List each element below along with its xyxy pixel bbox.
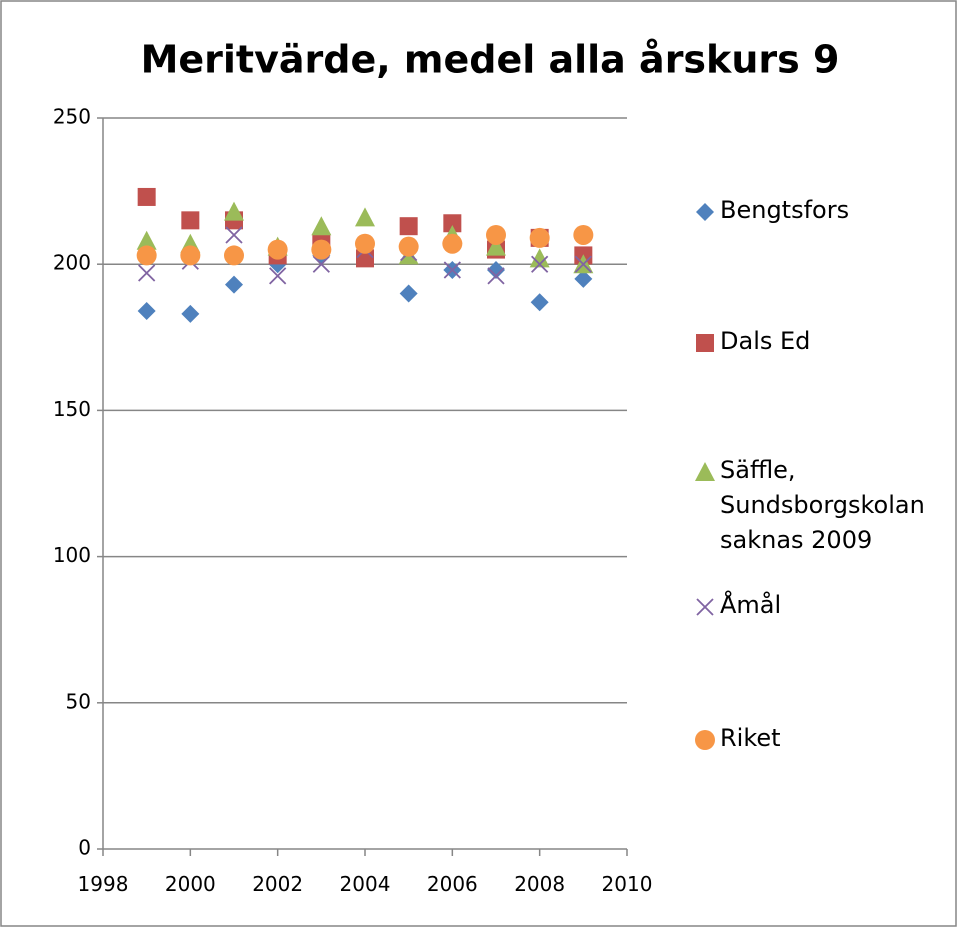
- legend-item: Säffle, Sundsborgskolan saknas 2009: [694, 453, 956, 558]
- marker: [573, 224, 594, 245]
- marker: [574, 255, 592, 273]
- marker: [181, 211, 200, 230]
- marker: [530, 293, 549, 312]
- marker: [696, 203, 714, 221]
- marker: [355, 233, 375, 254]
- marker: [136, 245, 157, 266]
- legend-label: Bengtsfors: [720, 196, 850, 224]
- y-tick-label: 0: [78, 836, 91, 860]
- y-tick-label: 50: [66, 689, 91, 713]
- legend-icon: [696, 203, 714, 221]
- legend-item: Bengtsfors: [694, 193, 956, 228]
- marker: [137, 187, 156, 206]
- marker: [398, 236, 419, 257]
- marker: [695, 730, 715, 750]
- marker: [486, 224, 506, 245]
- x-tick-label: 2004: [340, 872, 391, 896]
- marker: [443, 261, 461, 279]
- marker: [267, 239, 288, 260]
- legend-icon: [695, 462, 715, 481]
- x-tick-label: 2010: [602, 872, 653, 896]
- y-tick-label: 200: [53, 251, 91, 275]
- marker: [487, 267, 505, 285]
- marker: [529, 227, 550, 248]
- marker: [225, 275, 243, 294]
- y-tick-label: 250: [53, 105, 91, 129]
- marker: [574, 269, 593, 288]
- legend-item: Dals Ed: [694, 324, 956, 359]
- legend-icon: [696, 334, 714, 352]
- legend-label: Riket: [720, 724, 781, 752]
- marker: [443, 214, 462, 233]
- x-tick-label: 2000: [165, 872, 216, 896]
- legend-item: Åmål: [694, 588, 956, 623]
- marker: [138, 264, 156, 282]
- chart-title: Meritvärde, medel alla årskurs 9: [141, 38, 840, 82]
- legend-label: Åmål: [720, 591, 782, 619]
- marker: [224, 245, 244, 266]
- marker: [695, 462, 715, 481]
- marker: [399, 217, 418, 236]
- marker: [399, 284, 418, 303]
- x-tick-label: 1998: [78, 872, 129, 896]
- marker: [136, 230, 157, 250]
- marker: [696, 598, 714, 616]
- marker: [269, 267, 287, 285]
- legend-icon: [695, 730, 715, 750]
- x-tick-label: 2008: [514, 872, 565, 896]
- marker: [529, 248, 550, 268]
- marker: [311, 239, 332, 260]
- marker: [180, 245, 201, 266]
- legend-label: Säffle, Sundsborgskolan saknas 2009: [720, 456, 925, 554]
- marker: [487, 261, 505, 280]
- marker: [442, 233, 463, 254]
- x-tick-label: 2006: [427, 872, 478, 896]
- y-tick-label: 100: [53, 543, 91, 567]
- marker: [181, 304, 200, 323]
- y-tick-label: 150: [53, 397, 91, 421]
- marker: [531, 255, 549, 273]
- marker: [137, 301, 156, 320]
- marker: [696, 334, 714, 352]
- legend-item: Riket: [694, 721, 956, 756]
- legend-label: Dals Ed: [720, 327, 811, 355]
- marker: [311, 216, 332, 236]
- marker: [224, 201, 244, 221]
- marker: [355, 207, 375, 227]
- legend-icon: [696, 598, 714, 616]
- marker: [312, 255, 330, 273]
- marker: [486, 236, 506, 256]
- marker: [225, 226, 243, 244]
- x-tick-label: 2002: [252, 872, 303, 896]
